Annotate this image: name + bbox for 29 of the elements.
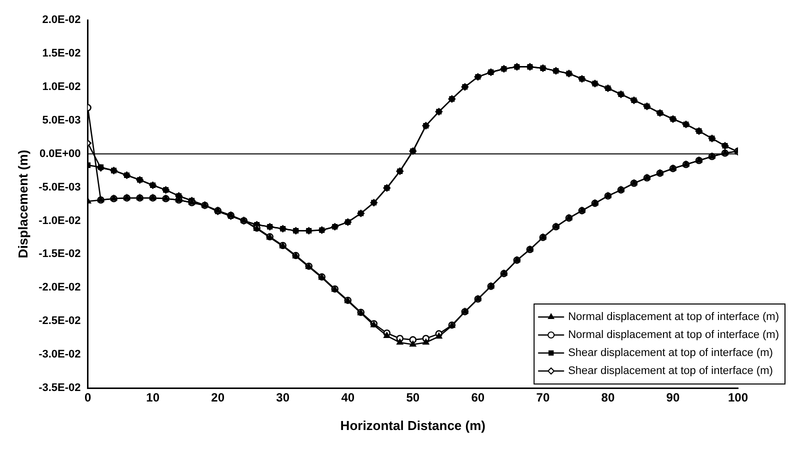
- y-tick-label: -1.5E-02: [38, 248, 81, 260]
- x-tick-label: 70: [536, 390, 550, 405]
- x-tick-label: 60: [471, 390, 485, 405]
- x-tick-label: 90: [666, 390, 680, 405]
- y-tick-label: -5.0E-03: [38, 181, 81, 194]
- y-tick-label: -2.5E-02: [38, 315, 81, 328]
- y-tick-label: 2.0E-02: [42, 14, 81, 26]
- x-tick-label: 0: [84, 390, 92, 405]
- x-tick-label: 30: [276, 390, 290, 405]
- x-axis-title: Horizontal Distance (m): [340, 418, 486, 433]
- x-tick-label: 80: [601, 390, 615, 405]
- y-tick-label: -2.0E-02: [38, 282, 81, 294]
- x-tick-label: 50: [406, 390, 420, 405]
- x-tick-label: 100: [728, 390, 748, 405]
- x-tick-label: 20: [211, 390, 225, 405]
- y-tick-label: -1.0E-02: [38, 214, 81, 227]
- legend-label: Shear displacement at top of interface (m): [568, 347, 773, 360]
- legend-label: Normal displacement at top of interface (m): [568, 311, 780, 324]
- legend-label: Normal displacement at top of interface (m): [568, 329, 780, 342]
- y-tick-label: 5.0E-03: [42, 114, 81, 126]
- y-tick-label: -3.5E-02: [38, 382, 81, 394]
- y-tick-label: 1.0E-02: [42, 80, 81, 93]
- x-tick-label: 40: [341, 390, 355, 405]
- x-tick-label: 10: [146, 390, 160, 405]
- y-tick-label: -3.0E-02: [38, 348, 81, 361]
- y-axis-title: Displacement (m): [15, 150, 30, 258]
- y-tick-label: 1.5E-02: [42, 47, 81, 60]
- legend-label: Shear displacement at top of interface (m): [568, 365, 773, 378]
- y-tick-label: 0.0E+00: [39, 148, 81, 160]
